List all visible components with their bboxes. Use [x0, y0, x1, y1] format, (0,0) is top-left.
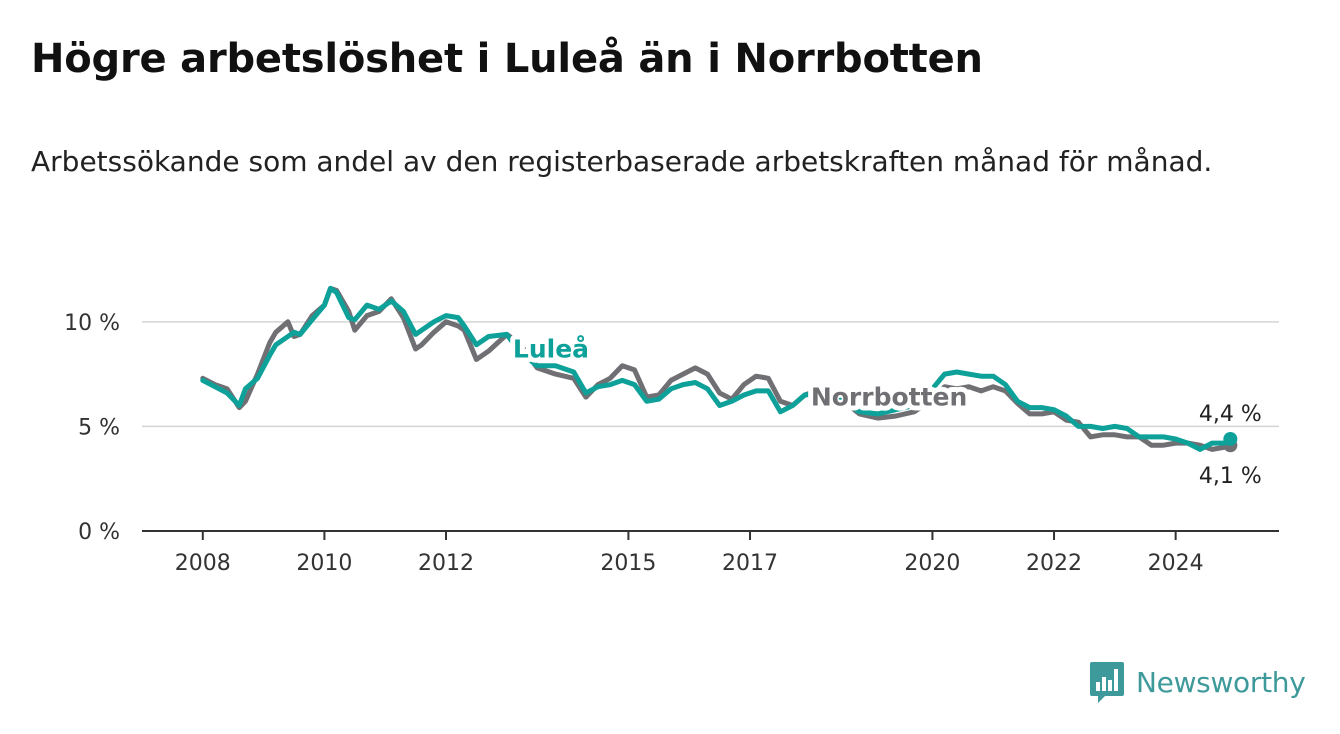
x-tick-label: 2008 — [175, 551, 231, 576]
series-end-label: 4,4 % — [1199, 402, 1262, 427]
x-axis-ticks: 2008 2010 2012 2015 2017 2020 2022 2024 — [175, 531, 1204, 576]
x-tick-label: 2022 — [1026, 551, 1082, 576]
bar-chart-badge-icon — [1090, 662, 1124, 703]
series-line-1 — [200, 285, 1233, 452]
x-tick-label: 2024 — [1148, 551, 1204, 576]
x-tick-label: 2012 — [418, 551, 474, 576]
grid-lines — [142, 321, 1279, 428]
x-tick-label: 2020 — [904, 551, 960, 576]
y-axis-ticks: 0 % 5 % 10 % — [64, 311, 120, 545]
series-lines — [200, 285, 1238, 453]
series-name-label: Norrbotten — [811, 383, 967, 412]
y-tick-label: 10 % — [64, 311, 120, 336]
brand-logo: Newsworthy — [1089, 660, 1306, 704]
series-name-halo: Luleå — [513, 334, 589, 363]
series-name-label: Luleå — [513, 334, 589, 363]
series-name-halo: Norrbotten — [811, 383, 967, 412]
x-tick-label: 2015 — [600, 551, 656, 576]
chart-title: Högre arbetslöshet i Luleå än i Norrbott… — [31, 36, 983, 82]
x-tick-label: 2017 — [722, 551, 778, 576]
series-end-label: 4,1 % — [1199, 464, 1262, 489]
y-tick-label: 5 % — [78, 415, 120, 440]
series-end-point — [1223, 431, 1238, 446]
y-tick-label: 0 % — [78, 520, 120, 545]
brand-name: Newsworthy — [1136, 665, 1306, 699]
x-tick-label: 2010 — [296, 551, 352, 576]
chart-subtitle: Arbetssökande som andel av den registerb… — [31, 145, 1213, 178]
